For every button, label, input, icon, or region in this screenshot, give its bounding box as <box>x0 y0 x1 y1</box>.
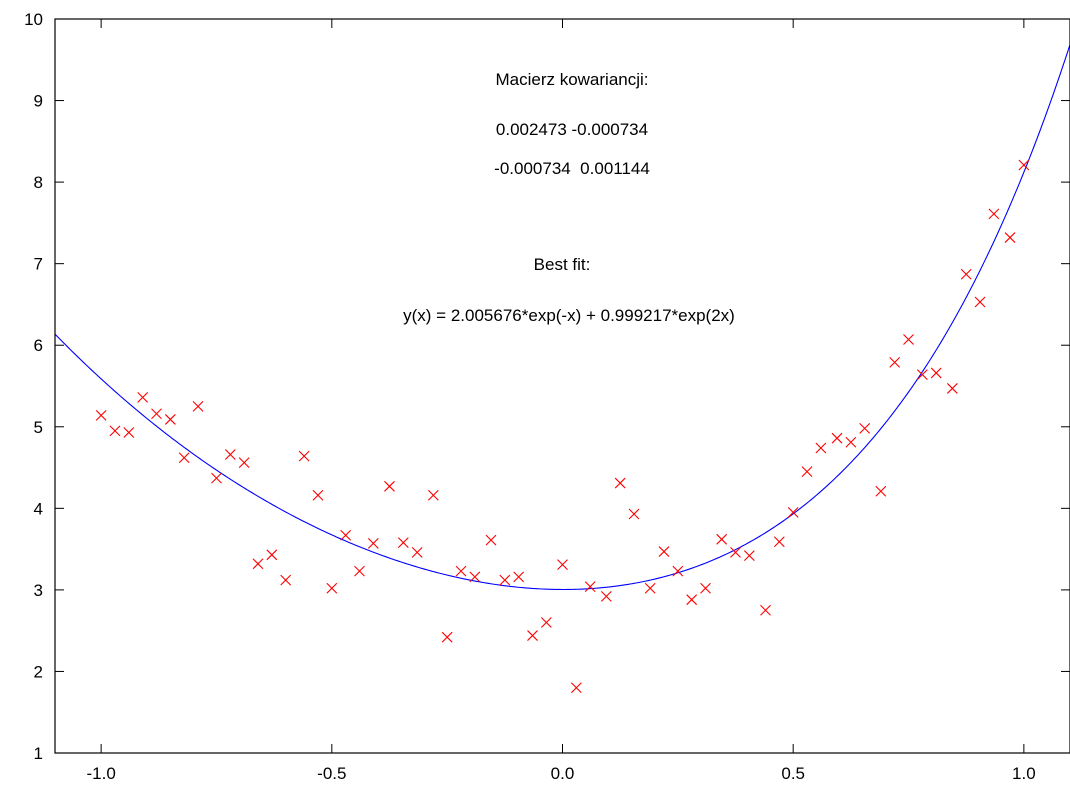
data-point <box>109 425 121 437</box>
y-tick-label: 2 <box>34 662 43 681</box>
data-point <box>845 436 857 448</box>
y-tick-label: 5 <box>34 418 43 437</box>
data-point <box>441 631 453 643</box>
data-point <box>672 565 684 577</box>
data-point <box>875 485 887 497</box>
y-tick-label: 10 <box>24 10 43 29</box>
data-point <box>988 208 1000 220</box>
data-point <box>367 538 379 549</box>
data-point <box>540 617 552 628</box>
data-point <box>164 414 176 425</box>
data-point <box>192 400 204 412</box>
data-point <box>801 466 813 478</box>
data-point <box>455 565 467 577</box>
data-point <box>95 409 107 421</box>
data-point <box>280 574 292 586</box>
data-point <box>628 508 640 520</box>
best-fit-title: Best fit: <box>534 255 591 274</box>
data-point <box>815 442 827 454</box>
data-point <box>700 582 711 594</box>
x-tick-label: -1.0 <box>86 764 115 783</box>
data-point <box>859 423 871 434</box>
data-point <box>584 581 596 593</box>
data-point <box>760 604 771 616</box>
fit-curve-layer <box>54 44 1070 591</box>
data-point <box>946 383 958 394</box>
data-points-layer <box>95 159 1030 694</box>
x-axis-ticks: -1.0 -0.5 0.0 0.5 1.0 <box>86 19 1036 783</box>
data-point <box>557 559 568 570</box>
data-point <box>326 582 338 594</box>
data-point <box>427 489 439 501</box>
data-point <box>903 334 914 345</box>
data-point <box>916 369 928 380</box>
data-point <box>570 682 582 694</box>
data-point <box>889 356 901 368</box>
data-point <box>974 296 986 308</box>
data-point <box>658 546 670 557</box>
data-point <box>312 489 324 501</box>
data-point <box>266 549 278 561</box>
data-point <box>686 594 698 606</box>
data-point <box>1004 232 1016 243</box>
data-point <box>614 477 626 489</box>
x-tick-label: 0.0 <box>551 764 575 783</box>
data-point <box>743 550 755 562</box>
best-fit-equation: y(x) = 2.005676*exp(-x) + 0.999217*exp(2… <box>403 306 735 325</box>
data-point <box>960 268 972 280</box>
data-point <box>340 529 352 541</box>
y-tick-label: 8 <box>34 173 43 192</box>
data-point <box>354 565 365 577</box>
data-point <box>238 457 250 469</box>
data-point <box>469 571 481 583</box>
data-point <box>298 450 310 462</box>
data-point <box>730 546 741 558</box>
data-point <box>224 449 236 460</box>
data-point <box>527 630 538 641</box>
data-point <box>716 533 728 545</box>
y-tick-label: 4 <box>34 499 43 518</box>
data-point <box>252 558 264 570</box>
data-point <box>485 534 497 546</box>
data-point <box>1018 159 1030 171</box>
data-point <box>930 367 942 379</box>
data-point <box>499 574 511 586</box>
data-point <box>600 591 612 602</box>
data-point <box>384 480 395 492</box>
data-point <box>644 582 656 594</box>
data-point <box>123 427 135 438</box>
y-tick-label: 1 <box>34 744 43 763</box>
data-point <box>411 546 423 558</box>
data-point <box>137 392 149 403</box>
y-tick-label: 6 <box>34 336 43 355</box>
y-tick-label: 7 <box>34 255 43 274</box>
data-point <box>773 536 785 548</box>
y-axis-ticks: 1 2 3 4 5 6 7 8 9 10 <box>24 10 1070 763</box>
fit-curve <box>54 44 1070 591</box>
data-point <box>397 537 409 548</box>
x-tick-label: -0.5 <box>317 764 346 783</box>
x-tick-label: 1.0 <box>1012 764 1036 783</box>
data-point <box>831 432 843 444</box>
covariance-title: Macierz kowariancji: <box>495 70 648 89</box>
data-point <box>178 452 190 464</box>
y-tick-label: 9 <box>34 92 43 111</box>
data-point <box>211 472 222 484</box>
y-tick-label: 3 <box>34 581 43 600</box>
data-point <box>513 571 525 583</box>
data-point <box>151 408 162 420</box>
covariance-row-2: -0.000734 0.001144 <box>494 159 650 178</box>
x-tick-label: 0.5 <box>781 764 805 783</box>
covariance-row-1: 0.002473 -0.000734 <box>496 120 648 139</box>
data-point <box>787 507 799 518</box>
